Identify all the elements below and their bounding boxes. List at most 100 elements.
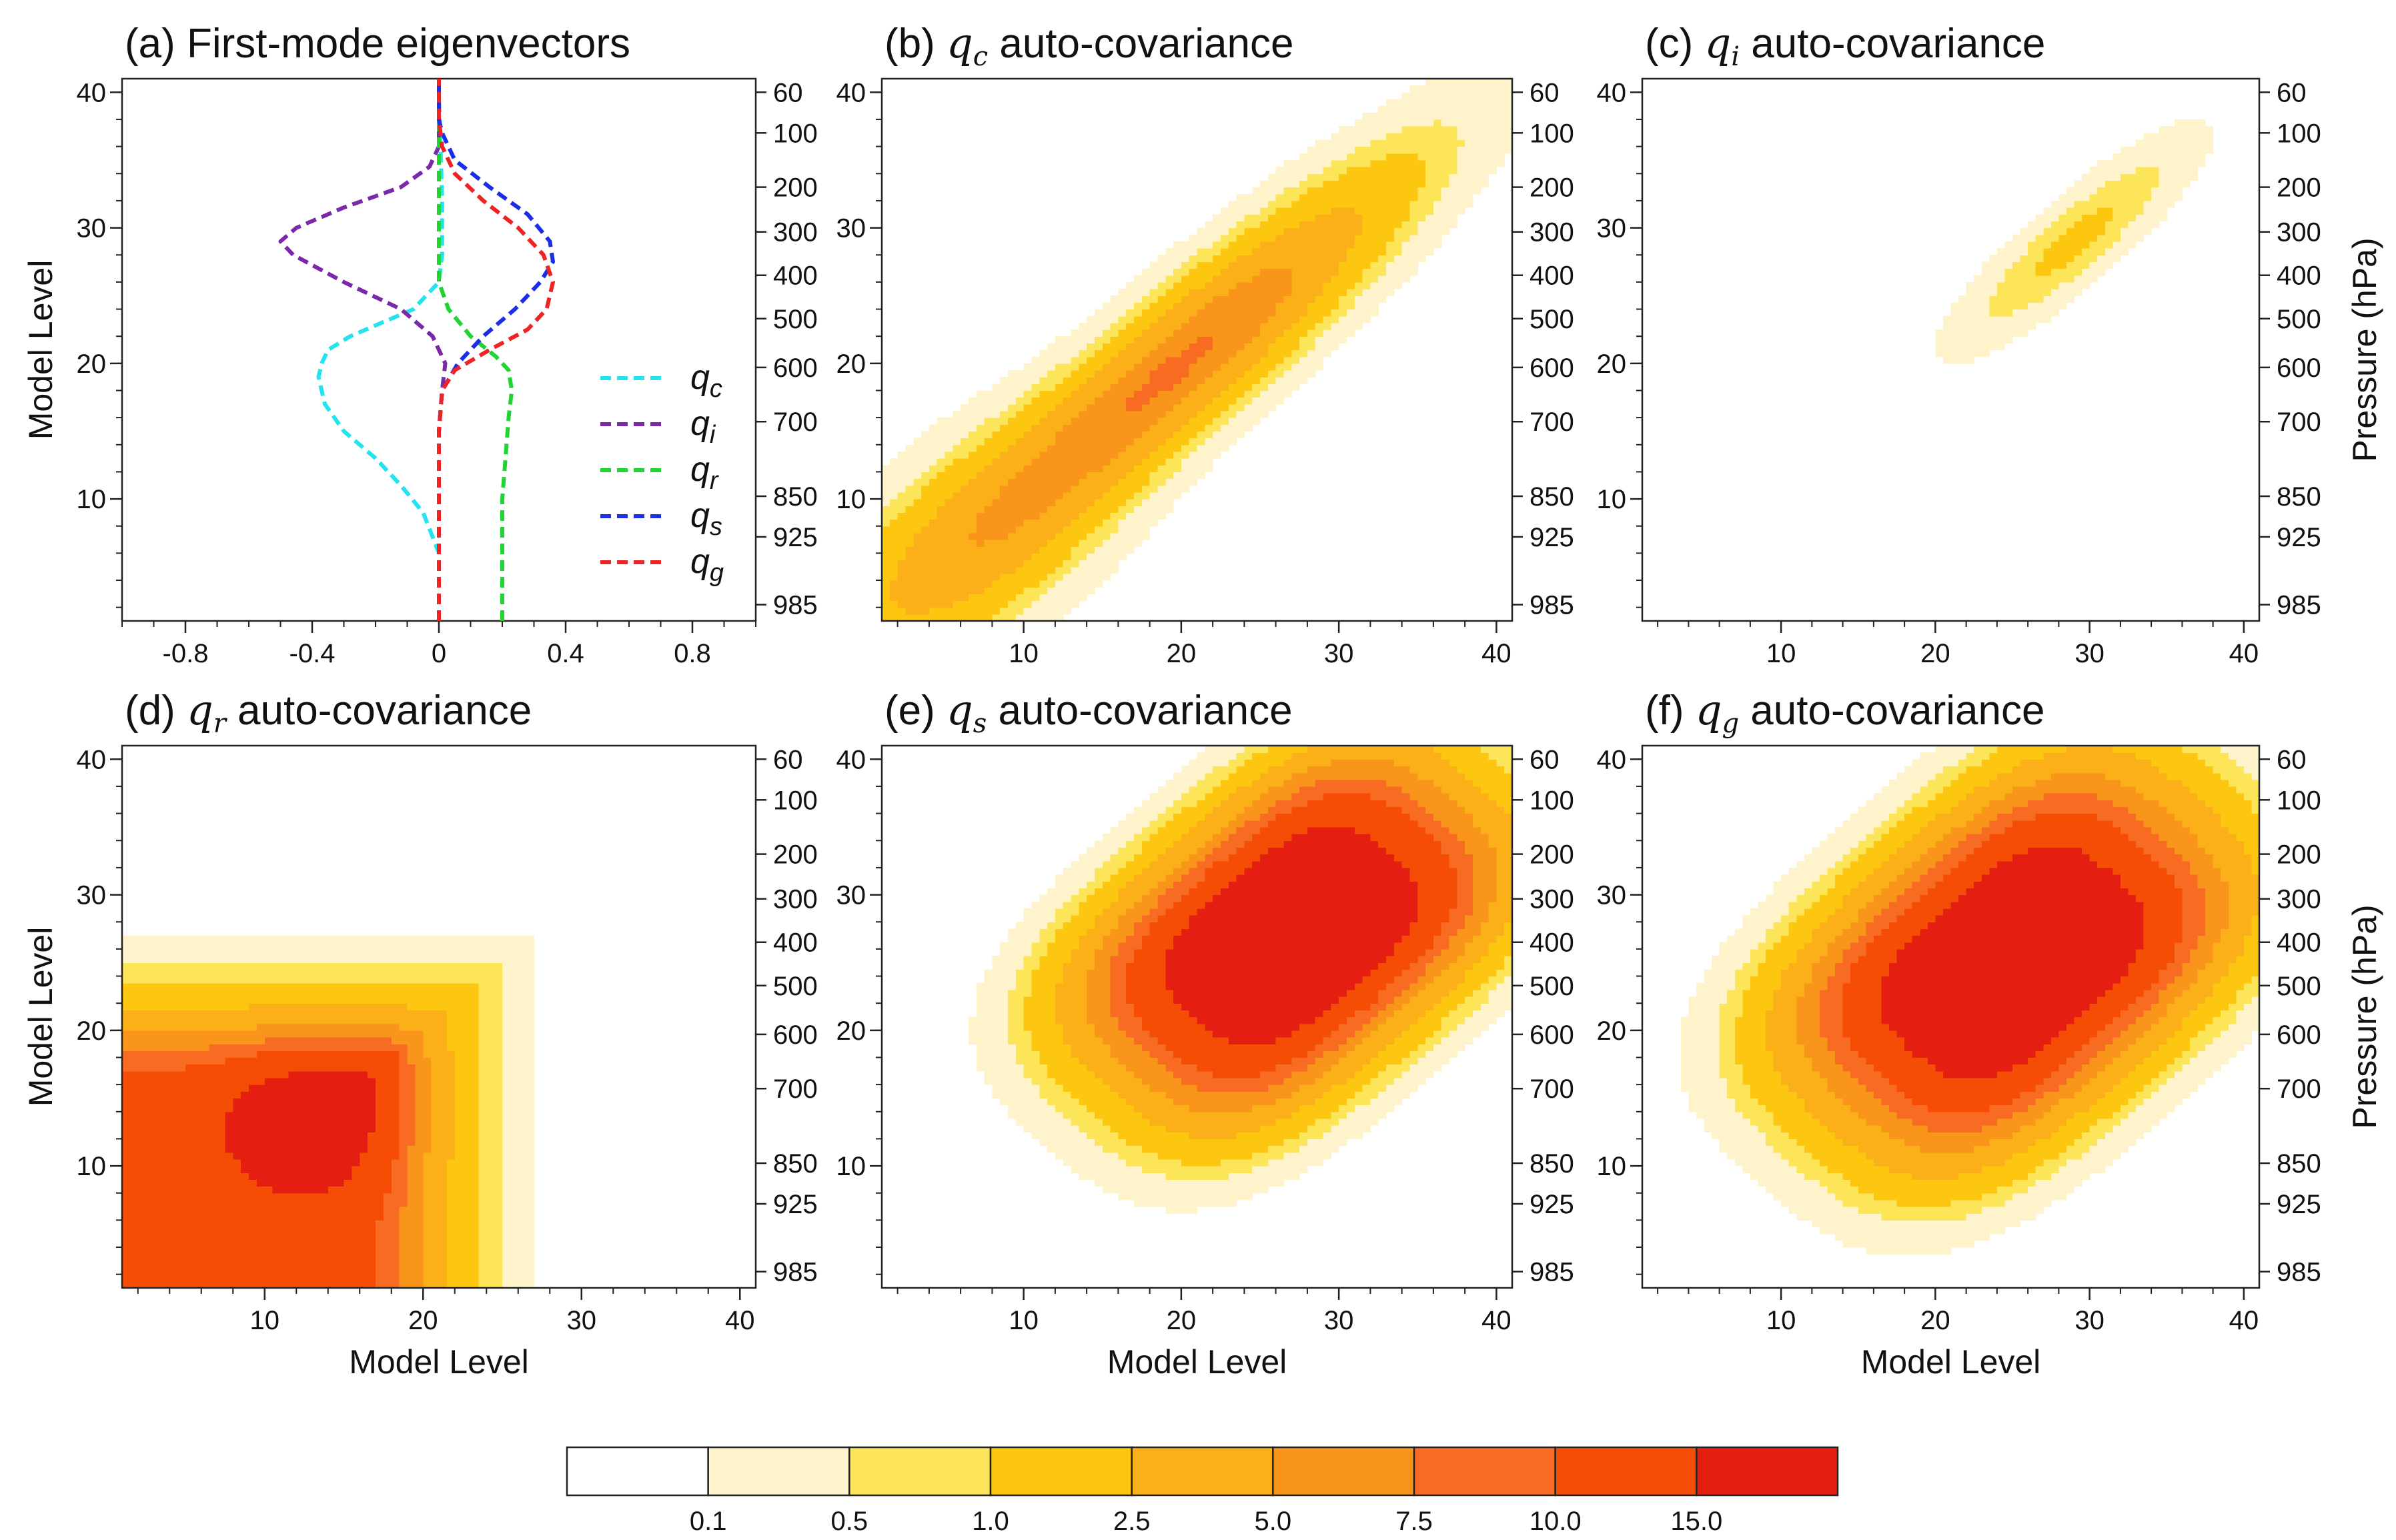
heatmap-cell [1094,424,1103,432]
heatmap-cell [1323,281,1331,289]
heatmap-cell [1315,207,1324,215]
heatmap-cell [1126,363,1135,371]
heatmap-cell [344,1179,352,1187]
heatmap-cell [1488,99,1497,107]
heatmap-cell [241,1070,249,1078]
heatmap-cell [1063,356,1072,364]
heatmap-cell [233,1267,241,1275]
heatmap-cell [1071,369,1079,377]
heatmap-cell [280,976,289,984]
heatmap-cell [201,989,210,997]
heatmap-cell [1023,465,1033,473]
heatmap-cell [1063,410,1072,418]
heatmap-cell [201,1111,210,1119]
heatmap-cell [1260,390,1269,398]
heatmap-cell [320,1240,329,1248]
heatmap-cell [1102,499,1111,506]
heatmap-cell [145,1220,155,1228]
heatmap-cell [1425,85,1434,93]
heatmap-cell [2097,207,2106,215]
heatmap-cell [1339,139,1347,147]
heatmap-cell [1307,187,1316,195]
heatmap-cell [889,560,898,568]
heatmap-cell [1260,255,1269,262]
heatmap-cell [1393,167,1403,174]
heatmap-cell [264,1044,273,1051]
heatmap-cell [241,1057,249,1065]
heatmap-cell [1165,478,1174,486]
heatmap-cell [352,1220,360,1228]
heatmap-cell [2136,200,2145,208]
heatmap-cell [913,492,922,500]
heatmap-cell [296,1152,305,1160]
heatmap-cell [1063,540,1072,547]
heatmap-cell [129,1138,139,1146]
heatmap-cell [209,1050,218,1058]
heatmap-cell [241,1281,249,1289]
heatmap-cell [1197,329,1205,337]
heatmap-cell [312,1281,321,1289]
heatmap-cell [241,1233,249,1241]
heatmap-cell [1417,241,1426,249]
heatmap-cell [1283,295,1292,303]
heatmap-cell [1244,418,1253,425]
heatmap-cell [882,607,890,615]
heatmap-cell [1023,458,1033,466]
heatmap-cell [1260,369,1269,377]
heatmap-cell [1157,369,1166,377]
heatmap-cell [2143,207,2152,215]
heatmap-cell [1244,410,1253,418]
heatmap-cell [921,499,930,506]
heatmap-cell [1118,356,1127,364]
heatmap-cell [320,1098,329,1106]
heatmap-cell [161,1044,170,1051]
heatmap-cell [1000,526,1009,534]
heatmap-cell [1102,444,1111,452]
heatmap-cell [1989,302,1998,310]
heatmap-cell [2128,214,2137,222]
heatmap-cell [2043,275,2052,283]
heatmap-cell [352,1010,360,1018]
heatmap-cell [1504,119,1513,127]
heatmap-cell [225,1240,233,1248]
heatmap-cell [1267,289,1277,296]
heatmap-cell [1031,580,1040,588]
heatmap-cell [368,1098,376,1106]
heatmap-cell [304,1166,313,1173]
heatmap-cell [1260,187,1269,195]
heatmap-cell [233,1281,241,1289]
heatmap-cell [1220,248,1229,255]
heatmap-cell [288,1044,297,1051]
heatmap-cell [137,982,147,990]
heatmap-cell [1181,472,1190,480]
heatmap-cell [1457,99,1465,107]
heatmap-cell [1118,383,1127,392]
heatmap-cell [1205,248,1213,255]
heatmap-cell [1008,410,1017,418]
heatmap-cell [336,1207,345,1214]
heatmap-cell [249,1036,257,1044]
heatmap-cell [953,512,961,520]
heatmap-cell [2189,146,2199,154]
heatmap-cell [217,1064,225,1072]
heatmap-cell [913,532,922,540]
heatmap-cell [177,976,186,984]
heatmap-cell [1181,275,1190,283]
heatmap-cell [1118,322,1127,330]
heatmap-cell [953,424,961,432]
heatmap-cell [1141,465,1151,473]
heatmap-cell [2120,227,2129,235]
heatmap-cell [1102,356,1111,364]
heatmap-cell [2167,153,2175,161]
heatmap-cell [1149,418,1159,425]
heatmap-cell [1063,594,1072,602]
heatmap-cell [336,1261,345,1269]
heatmap-cell [185,1064,194,1072]
heatmap-cell [1244,268,1253,276]
heatmap-cell [312,956,321,963]
heatmap-cell [1055,404,1064,412]
heatmap-cell [953,506,961,513]
heatmap-cell [1141,329,1151,337]
heatmap-cell [953,465,961,473]
heatmap-cell [992,458,1001,466]
